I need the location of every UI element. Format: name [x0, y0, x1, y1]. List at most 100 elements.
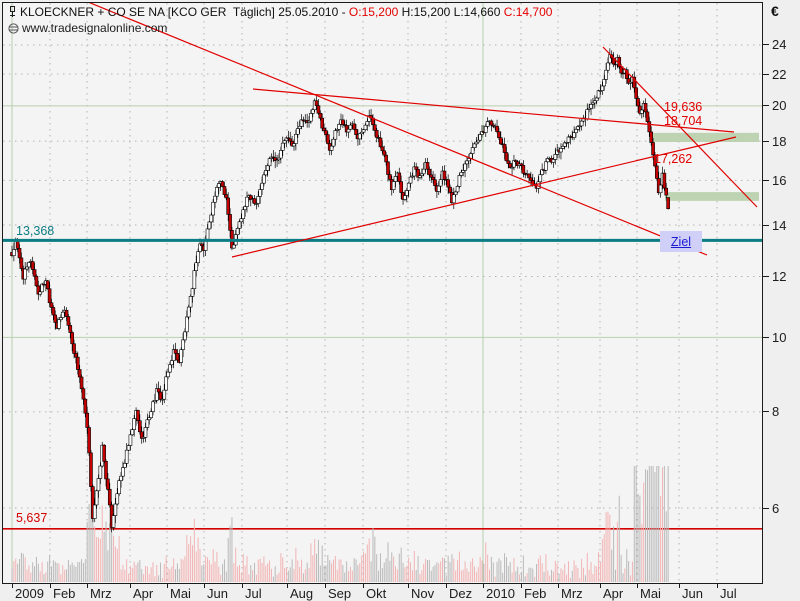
volume-bar: [30, 572, 32, 582]
candle-up: [94, 490, 99, 506]
volume-bar: [588, 569, 590, 582]
time-axis-label[interactable]: Nov: [411, 586, 435, 601]
time-axis-label[interactable]: Jun: [682, 586, 703, 601]
price-axis-label[interactable]: 20: [772, 98, 787, 114]
volume-bar: [186, 534, 188, 582]
candle-down: [36, 285, 41, 295]
time-axis-label[interactable]: Mai: [640, 586, 661, 601]
volume-bar: [329, 560, 331, 582]
volume-bar: [150, 567, 152, 582]
price-axis-label[interactable]: 24: [772, 37, 787, 53]
time-axis-label[interactable]: Mai: [170, 586, 191, 601]
time-axis-tick: [242, 584, 243, 588]
price-axis-label[interactable]: 14: [772, 217, 787, 233]
candle-up: [254, 203, 259, 205]
price-axis-label[interactable]: 8: [772, 404, 780, 420]
time-axis-label[interactable]: Okt: [366, 586, 387, 601]
volume-bar: [227, 538, 229, 582]
candle-up: [478, 134, 482, 141]
time-axis-label[interactable]: Feb: [524, 586, 547, 601]
volume-bar: [218, 566, 220, 582]
volume-bar: [167, 568, 169, 582]
volume-bar: [156, 564, 158, 582]
volume-bar: [609, 514, 611, 582]
candle-down: [228, 214, 232, 231]
price-axis-label[interactable]: 6: [772, 500, 780, 516]
volume-bar: [250, 565, 252, 582]
price-axis-label[interactable]: 18: [772, 133, 787, 149]
candle-up: [545, 158, 550, 163]
volume-bar: [154, 576, 156, 582]
volume-bar: [520, 571, 522, 582]
time-axis-label[interactable]: Aug: [290, 586, 314, 601]
price-axis-label[interactable]: 16: [772, 172, 787, 188]
time-axis-label[interactable]: Apr: [603, 586, 624, 601]
source-url[interactable]: www.tradesignalonline.com: [22, 21, 168, 35]
volume-bar: [82, 563, 84, 582]
candle-up: [333, 130, 338, 140]
volume-bar: [75, 566, 77, 582]
volume-bar: [270, 568, 272, 582]
price-axis-label[interactable]: 10: [772, 329, 787, 345]
candle-up: [207, 221, 212, 230]
candle-up: [149, 411, 153, 418]
price-axis-tick: [763, 224, 769, 226]
candle-up: [420, 173, 424, 176]
time-axis-label[interactable]: Jun: [207, 586, 228, 601]
time-axis-label[interactable]: Feb: [53, 586, 76, 601]
time-axis-label[interactable]: 2010: [486, 586, 515, 601]
time-axis-label[interactable]: Dez: [449, 586, 473, 601]
candle-down: [431, 176, 435, 181]
candle-down: [497, 131, 501, 138]
volume-bar: [498, 558, 500, 582]
price-axis-label[interactable]: 12: [772, 268, 787, 284]
time-axis-label[interactable]: Apr: [133, 586, 154, 601]
candlestick-chart-canvas[interactable]: [3, 3, 762, 583]
candle-down: [373, 124, 377, 131]
candle-up: [185, 316, 189, 333]
candle-up: [361, 129, 366, 133]
volume-bar: [432, 566, 434, 582]
time-axis-label[interactable]: Mrz: [90, 586, 112, 601]
time-axis-label[interactable]: Jul: [720, 586, 737, 601]
volume-bar: [113, 535, 115, 582]
volume-bar: [188, 544, 190, 582]
candle-up: [561, 145, 565, 149]
volume-bar: [453, 558, 455, 582]
volume-bar: [340, 559, 342, 582]
volume-bar: [338, 559, 340, 582]
volume-bar: [393, 556, 395, 582]
volume-bar: [598, 552, 600, 582]
volume-bar: [449, 562, 451, 582]
candle-up: [589, 104, 593, 109]
volume-bar: [419, 574, 421, 582]
price-axis-tick: [763, 44, 769, 46]
volume-bar: [571, 570, 573, 582]
volume-bar: [39, 571, 41, 582]
volume-bar: [254, 562, 256, 582]
candle-down: [102, 444, 106, 462]
time-axis-label[interactable]: 2009: [15, 586, 44, 601]
candle-down: [514, 160, 518, 163]
candle-up: [363, 124, 368, 130]
price-axis-label[interactable]: 22: [772, 66, 787, 82]
candle-down: [425, 162, 430, 170]
candle-up: [438, 179, 443, 187]
time-axis-label[interactable]: Jul: [245, 586, 262, 601]
candle-up: [562, 142, 567, 147]
candle-down: [76, 356, 80, 370]
price-axis-tick: [763, 411, 769, 413]
candle-down: [664, 187, 669, 196]
volume-bar: [353, 558, 355, 582]
candle-down: [173, 349, 178, 354]
volume-bar: [99, 538, 101, 582]
chart-title: KLOECKNER + CO SE NA [KCO GER Täglich] 2…: [20, 5, 552, 19]
volume-bar: [513, 558, 515, 582]
volume-bar: [248, 574, 250, 582]
volume-bar: [646, 470, 648, 582]
chart-title-part: O:15,200: [348, 5, 399, 19]
time-axis-tick: [363, 584, 364, 588]
time-axis-label[interactable]: Sep: [328, 586, 352, 601]
candle-up: [600, 85, 605, 91]
time-axis-label[interactable]: Mrz: [561, 586, 583, 601]
